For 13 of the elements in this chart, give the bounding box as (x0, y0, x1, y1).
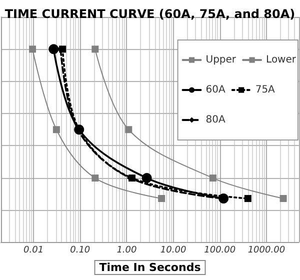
legend-label: 75A (255, 84, 276, 96)
x-tick-label: 10.00 (160, 246, 186, 256)
legend-label: 60A (206, 84, 226, 96)
legend-label: 80A (206, 114, 226, 126)
chart-title: TIME CURRENT CURVE (60A, 75A, and 80A) (4, 7, 296, 21)
x-axis-title: Time In Seconds (99, 261, 202, 274)
legend-label: Upper (206, 54, 237, 66)
x-tick-label: 1000.00 (248, 246, 286, 256)
x-tick-label: 1.00 (116, 246, 137, 256)
x-tick-label: 100.00 (204, 246, 236, 256)
x-tick-label: 0.01 (24, 246, 44, 256)
x-tick-label: 0.10 (70, 246, 90, 256)
legend-label: Lower (266, 54, 297, 66)
